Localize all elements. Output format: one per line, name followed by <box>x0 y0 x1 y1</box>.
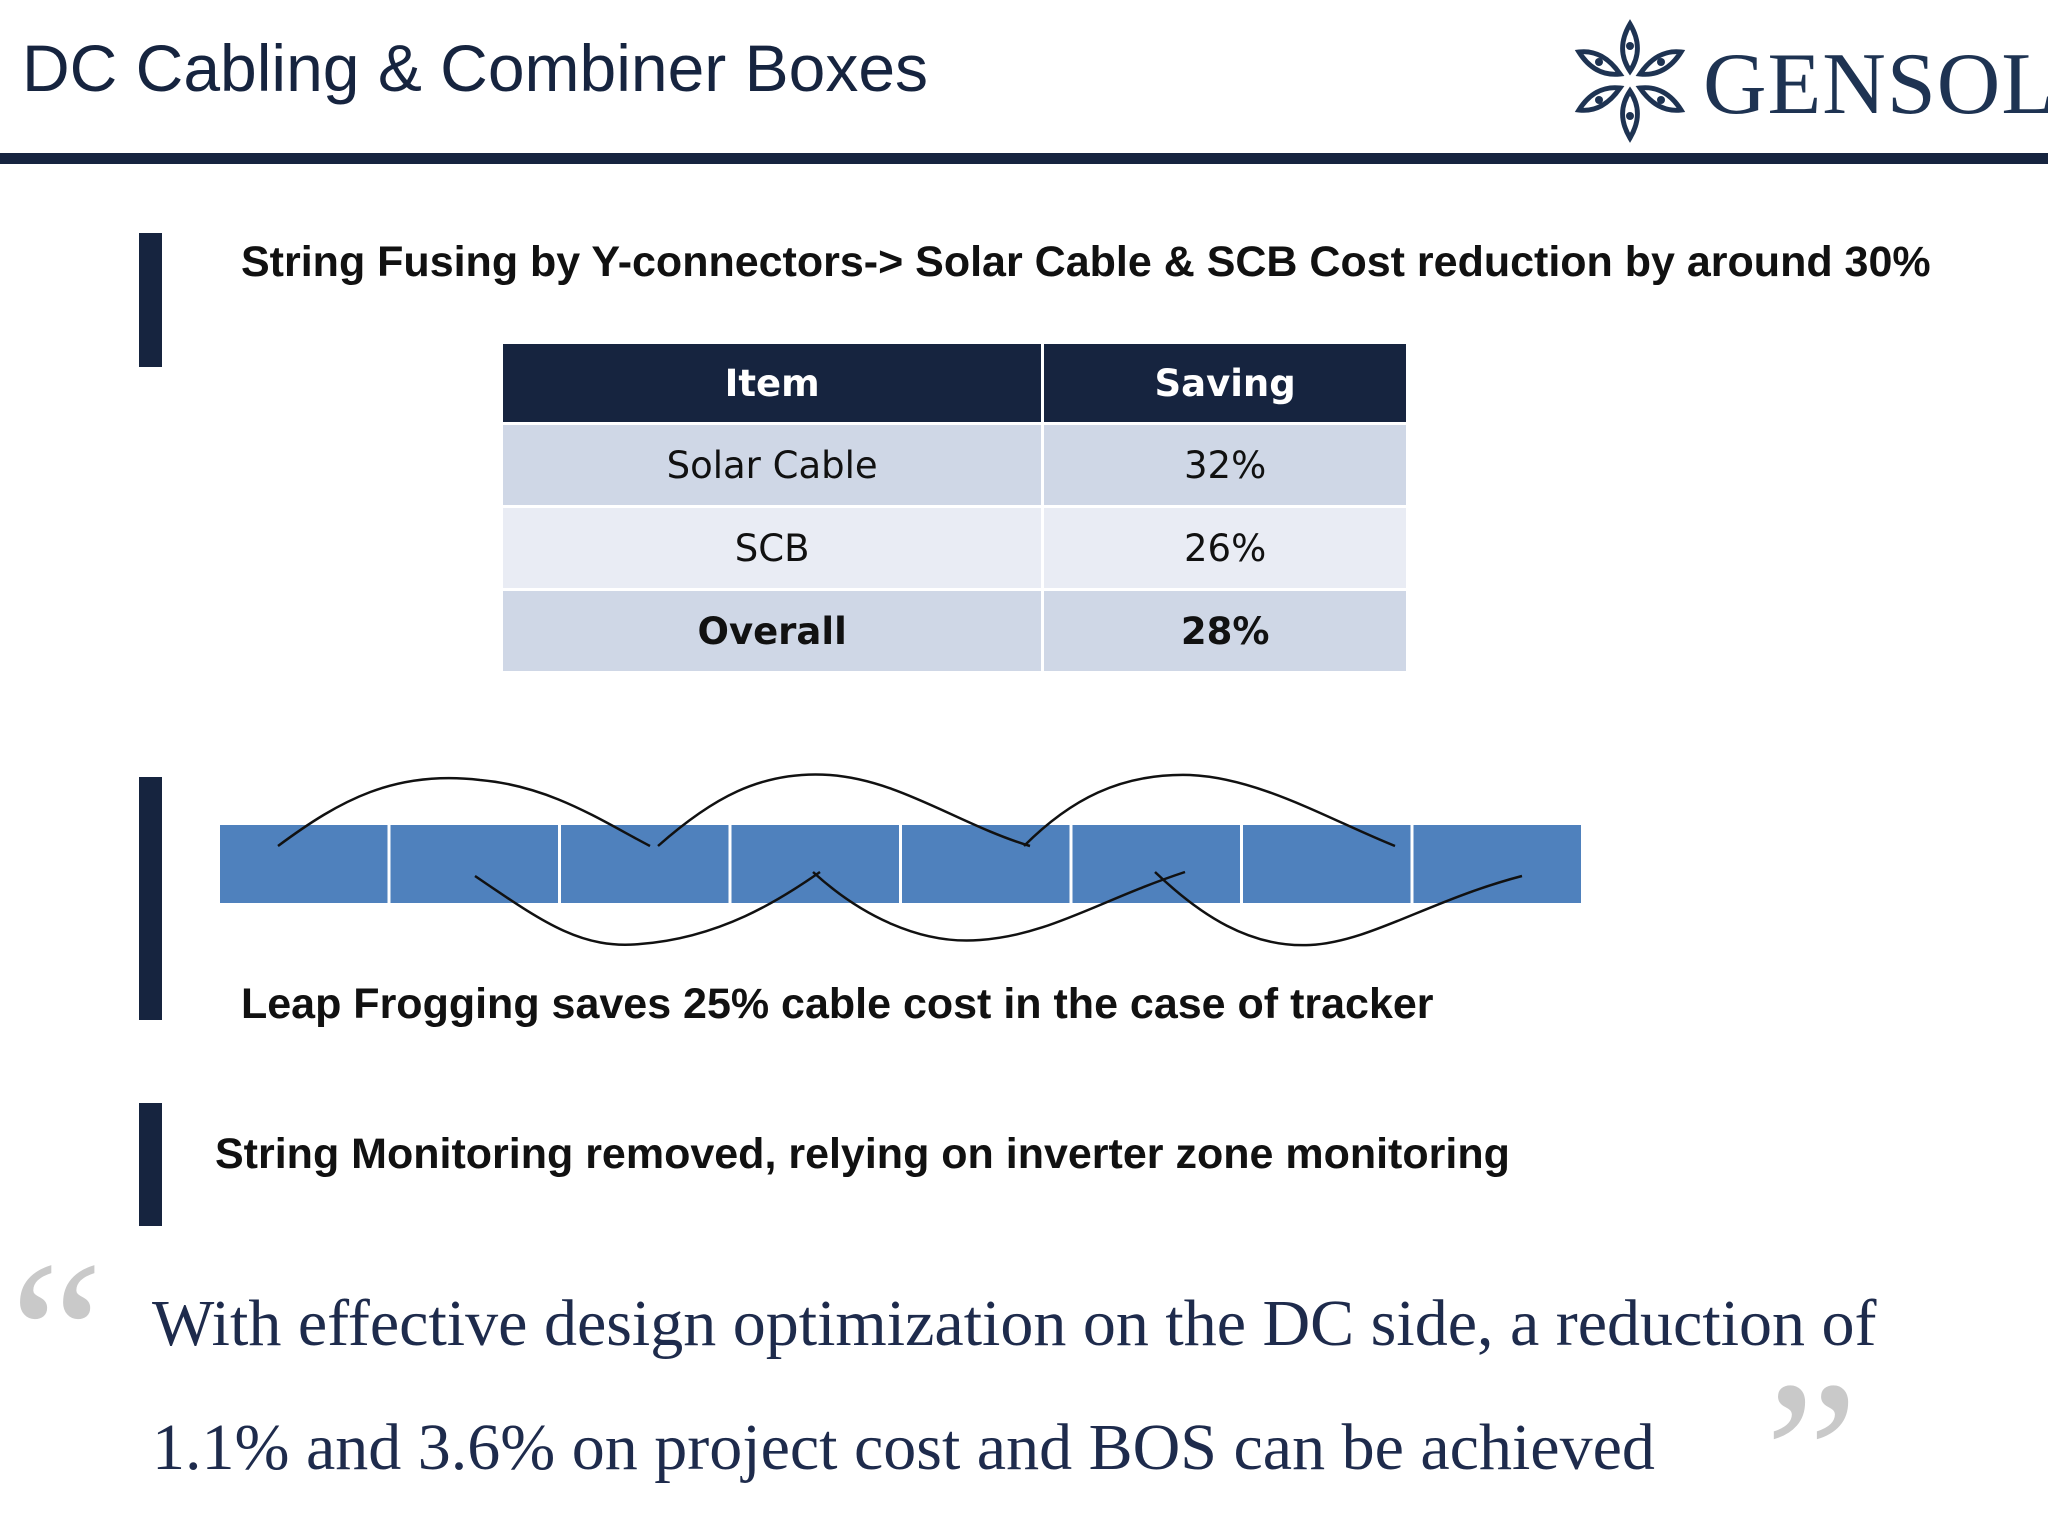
table-header-row: Item Saving <box>499 341 1409 425</box>
upper-cable <box>277 776 651 848</box>
module-row <box>220 825 1581 903</box>
upper-cable <box>657 773 1031 848</box>
section-accent-bar <box>139 777 162 1020</box>
string-fusing-text: String Fusing by Y-connectors-> Solar Ca… <box>241 238 1931 286</box>
solar-module <box>220 825 388 903</box>
solar-module <box>902 825 1070 903</box>
solar-module <box>1072 825 1240 903</box>
table-cell-saving: 28% <box>1041 588 1409 674</box>
solar-module <box>1243 825 1411 903</box>
quote-open-mark: “ <box>10 1219 104 1451</box>
lower-cable <box>474 870 821 946</box>
section-accent-bar <box>139 1103 162 1226</box>
leap-frogging-text: Leap Frogging saves 25% cable cost in th… <box>241 980 1434 1028</box>
leap-frog-diagram <box>220 773 1581 947</box>
upper-cable <box>1023 773 1396 848</box>
table-row-total: Overall 28% <box>499 588 1409 674</box>
table-cell-saving: 26% <box>1041 505 1409 591</box>
column-header-item: Item <box>499 341 1045 425</box>
table-cell-item: Overall <box>499 588 1045 674</box>
lower-cable <box>1154 871 1523 947</box>
table-cell-saving: 32% <box>1041 422 1409 508</box>
solar-module <box>390 825 558 903</box>
solar-module <box>731 825 899 903</box>
logo-wordmark: GENSOL <box>1703 36 2048 133</box>
table-row: SCB 26% <box>499 505 1409 591</box>
solar-module <box>561 825 729 903</box>
column-header-saving: Saving <box>1041 341 1409 425</box>
table-row: Solar Cable 32% <box>499 422 1409 508</box>
solar-module <box>1413 825 1581 903</box>
slide-title: DC Cabling & Combiner Boxes <box>22 31 929 105</box>
lower-cable <box>812 870 1186 942</box>
flower-star-icon <box>1574 19 1686 143</box>
string-monitoring-text: String Monitoring removed, relying on in… <box>215 1130 1510 1178</box>
table-cell-item: SCB <box>499 505 1045 591</box>
section-accent-bar <box>139 233 162 367</box>
quote-close-mark: ” <box>1765 1339 1859 1536</box>
gensol-logo: GENSOL <box>1565 16 2048 146</box>
header-divider <box>0 153 2048 164</box>
table-cell-item: Solar Cable <box>499 422 1045 508</box>
conclusion-quote: With effective design optimization on th… <box>152 1287 1877 1484</box>
savings-table: Item Saving Solar Cable 32% SCB 26% Over… <box>499 341 1409 674</box>
